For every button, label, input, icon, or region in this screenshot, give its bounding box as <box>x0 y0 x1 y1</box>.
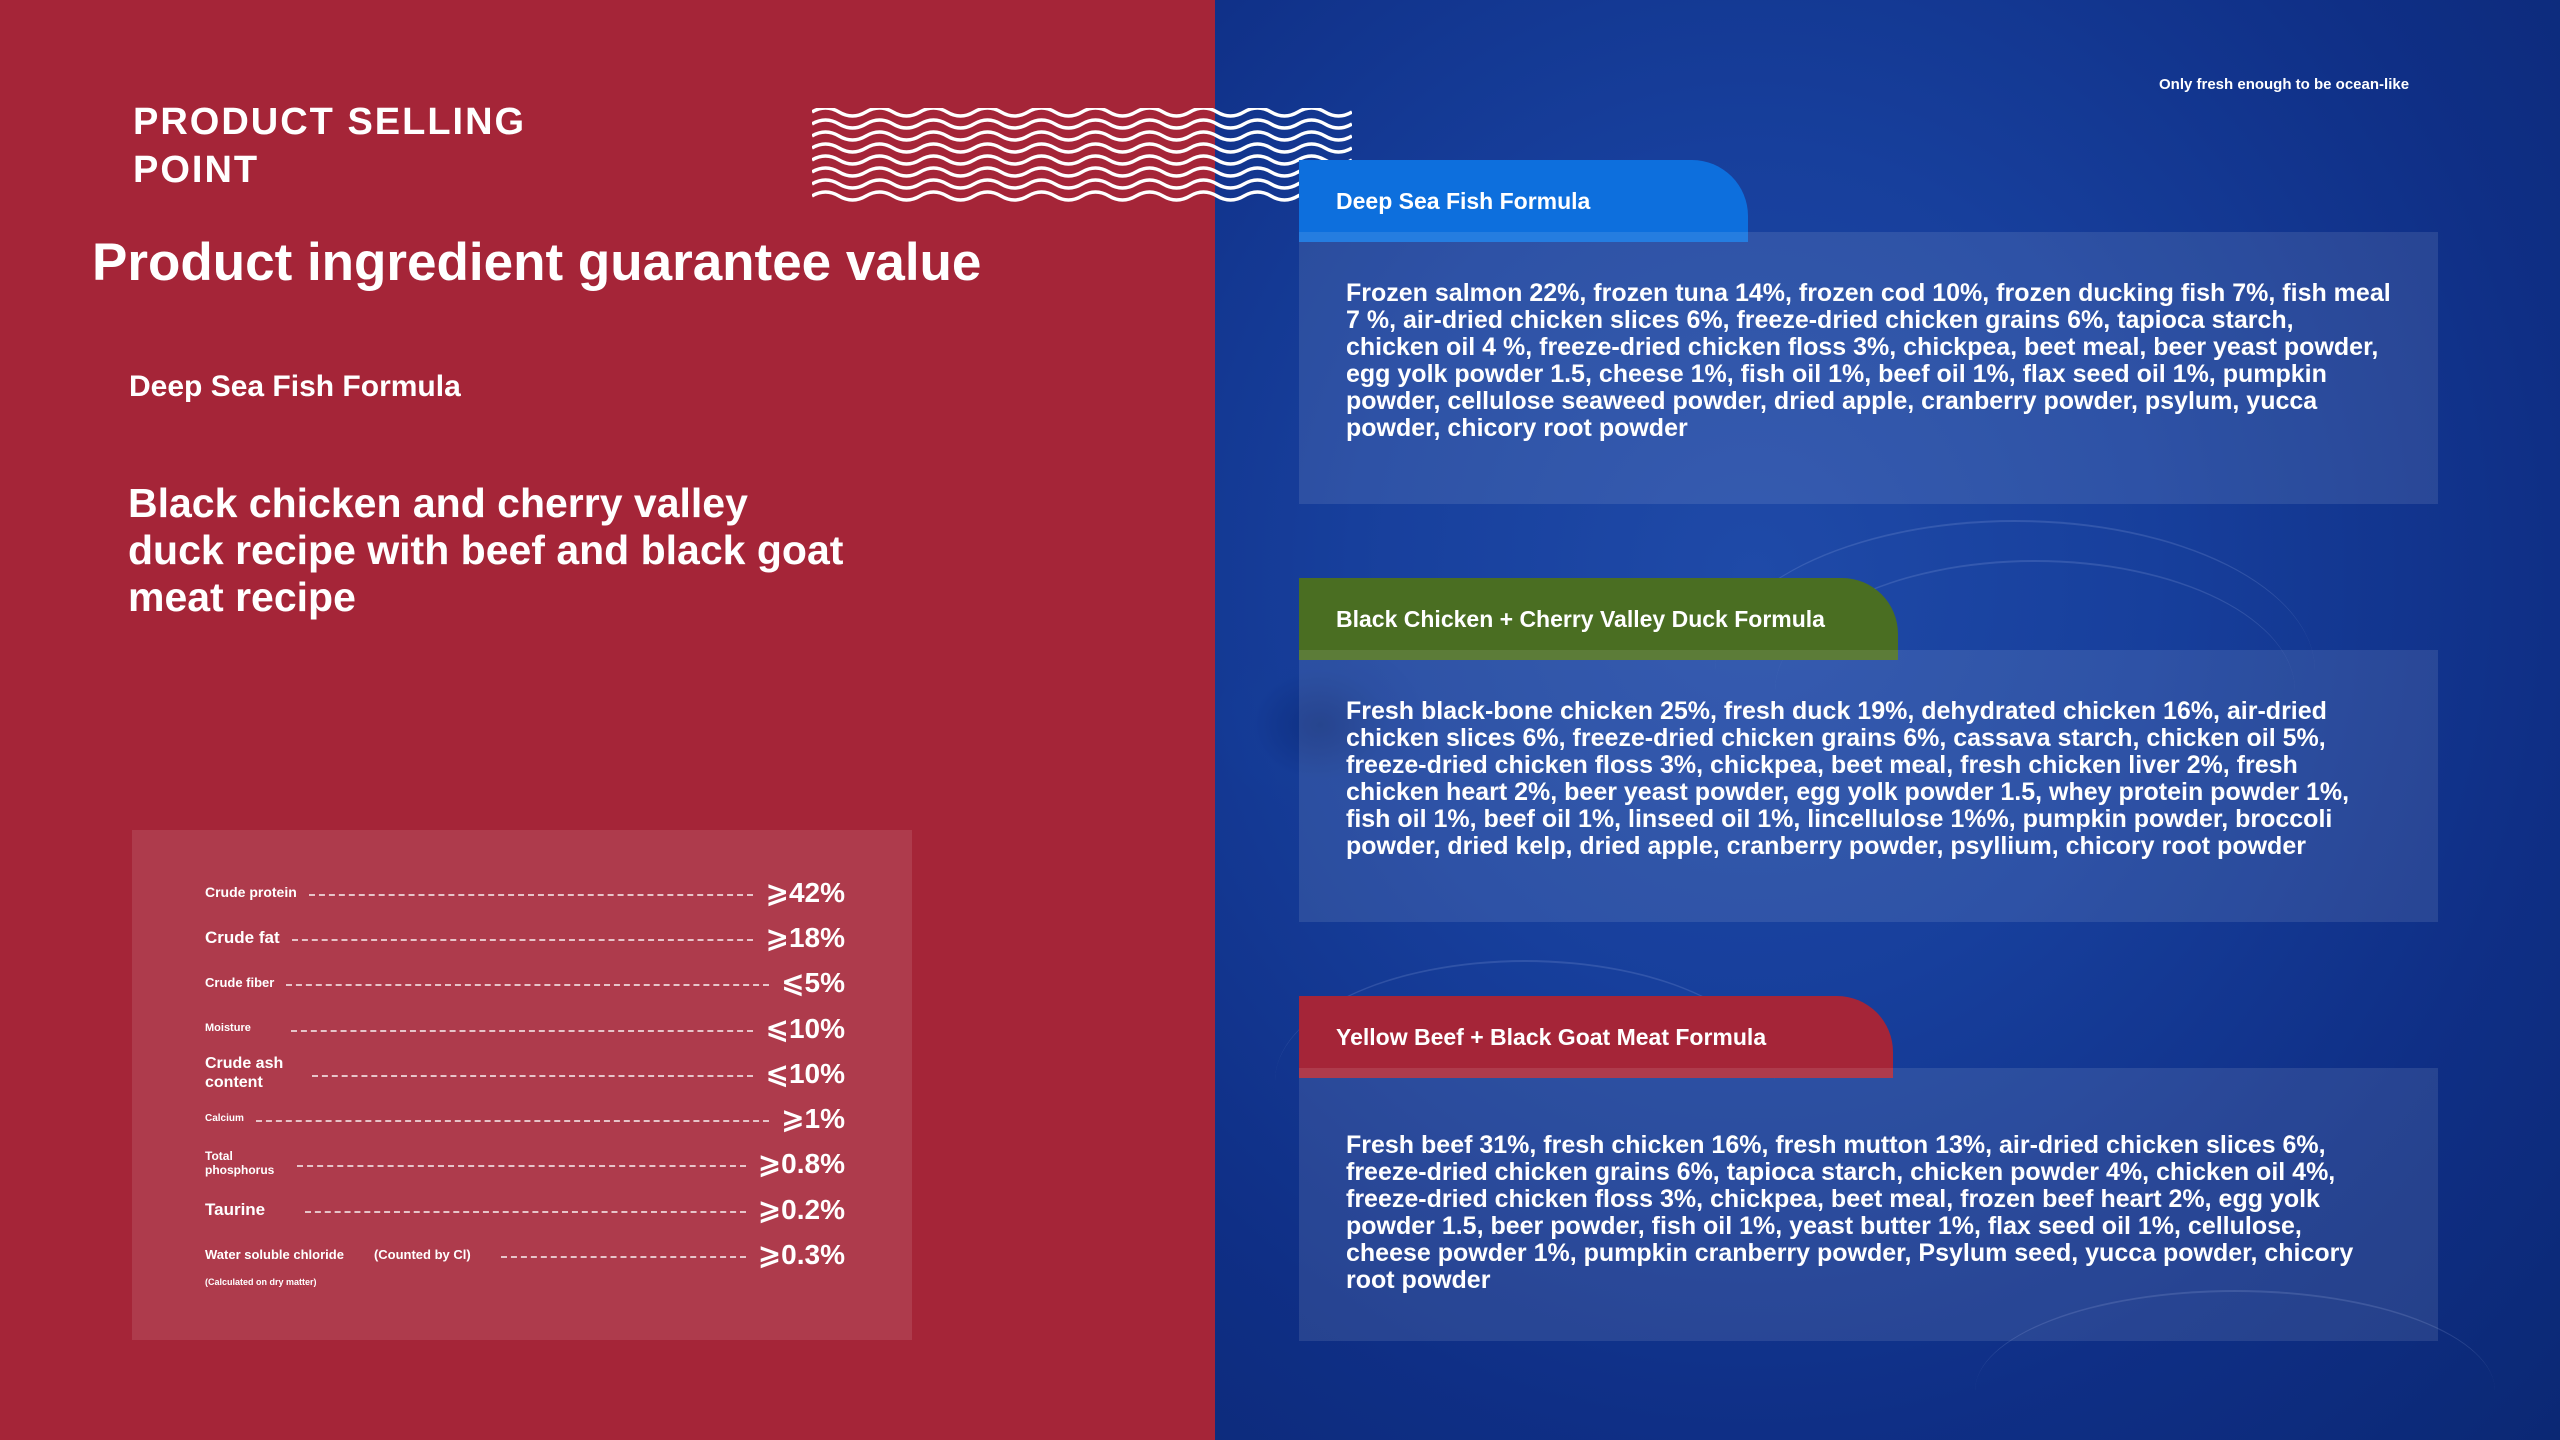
dotted-leader <box>297 1165 746 1167</box>
page-title: Product ingredient guarantee value <box>92 233 982 292</box>
formula-card-ingredients: Frozen salmon 22%, frozen tuna 14%, froz… <box>1346 279 2391 442</box>
wave-lines-decoration <box>812 108 1352 202</box>
analysis-row: Crude ash content ⩽10% <box>205 1053 845 1093</box>
whisker-line <box>1975 1290 2495 1440</box>
guaranteed-analysis-table: Crude protein ⩾42% Crude fat ⩾18% Crude … <box>132 830 912 1340</box>
analysis-row: Water soluble chloride (Counted by Cl) ⩾… <box>205 1234 845 1274</box>
section-label: PRODUCT SELLING POINT <box>133 101 527 191</box>
analysis-row-value: ⩾0.2% <box>757 1193 845 1225</box>
whisker-line <box>1275 960 1775 1202</box>
analysis-row: Moisture ⩽10% <box>205 1008 845 1048</box>
formula-card-ingredients: Fresh black-bone chicken 25%, fresh duck… <box>1346 697 2350 860</box>
analysis-row-name: Calcium <box>205 1112 244 1124</box>
analysis-row: Crude fiber ⩽5% <box>205 962 845 1002</box>
formula-name: Deep Sea Fish Formula <box>129 370 461 403</box>
analysis-footnote: (Calculated on dry matter) <box>205 1277 317 1287</box>
formula-card-tab-black-chicken-duck: Black Chicken + Cherry Valley Duck Formu… <box>1299 578 1898 660</box>
analysis-row-value: ⩽10% <box>765 1057 845 1089</box>
analysis-row-value: ⩾1% <box>781 1102 845 1134</box>
dotted-leader <box>308 894 754 896</box>
recipe-description: Black chicken and cherry valley duck rec… <box>128 480 844 620</box>
analysis-row-name: Crude ash content <box>205 1055 284 1091</box>
dotted-leader <box>255 1120 770 1122</box>
analysis-row-value: ⩾0.8% <box>757 1147 845 1179</box>
dotted-leader <box>291 939 754 941</box>
dotted-leader <box>312 1075 754 1077</box>
formula-card-ingredients: Fresh beef 31%, fresh chicken 16%, fresh… <box>1346 1131 2354 1294</box>
formula-card-body-deep-sea-fish: Frozen salmon 22%, frozen tuna 14%, froz… <box>1299 232 2438 504</box>
whisker-line <box>1775 560 2295 822</box>
analysis-row-value: ⩾18% <box>765 921 845 953</box>
cat-eye-shadow <box>1215 640 1425 810</box>
whisker-line <box>1715 520 2315 822</box>
analysis-row-name: Crude fiber <box>205 974 275 990</box>
analysis-row-value: ⩾42% <box>765 876 845 908</box>
dotted-leader <box>290 1030 754 1032</box>
analysis-row: Total phosphorus ⩾0.8% <box>205 1143 845 1183</box>
formula-card-body-black-chicken-duck: Fresh black-bone chicken 25%, fresh duck… <box>1299 650 2438 922</box>
analysis-row-name: Crude protein <box>205 883 297 900</box>
tagline: Only fresh enough to be ocean-like <box>2159 76 2410 93</box>
formula-card-body-yellow-beef-goat: Fresh beef 31%, fresh chicken 16%, fresh… <box>1299 1068 2438 1341</box>
analysis-row-value: ⩽10% <box>765 1012 845 1044</box>
formula-card-title: Yellow Beef + Black Goat Meat Formula <box>1336 1023 1767 1050</box>
analysis-row-note: (Counted by Cl) <box>373 1246 471 1262</box>
formula-card-title: Black Chicken + Cherry Valley Duck Formu… <box>1336 605 1825 632</box>
dotted-leader <box>305 1211 746 1213</box>
formula-card-title: Deep Sea Fish Formula <box>1336 187 1591 214</box>
dotted-leader <box>286 984 770 986</box>
analysis-row-value: ⩾0.3% <box>757 1238 845 1270</box>
formula-card-tab-yellow-beef-goat: Yellow Beef + Black Goat Meat Formula <box>1299 996 1893 1078</box>
analysis-row-name: Crude fat <box>205 927 280 947</box>
analysis-row-name: Taurine <box>205 1199 266 1219</box>
left-panel <box>0 0 1215 1440</box>
analysis-row-name: Total phosphorus <box>205 1149 275 1177</box>
analysis-row: Crude fat ⩾18% <box>205 917 845 957</box>
analysis-row: Crude protein ⩾42% <box>205 872 845 912</box>
analysis-row-value: ⩽5% <box>781 966 845 998</box>
analysis-row: Calcium ⩾1% <box>205 1098 845 1138</box>
formula-card-tab-deep-sea-fish: Deep Sea Fish Formula <box>1299 160 1748 242</box>
analysis-row-name: Moisture <box>205 1021 251 1034</box>
analysis-row-name: Water soluble chloride <box>205 1246 344 1262</box>
analysis-row: Taurine ⩾0.2% <box>205 1189 845 1229</box>
dotted-leader <box>500 1256 746 1258</box>
